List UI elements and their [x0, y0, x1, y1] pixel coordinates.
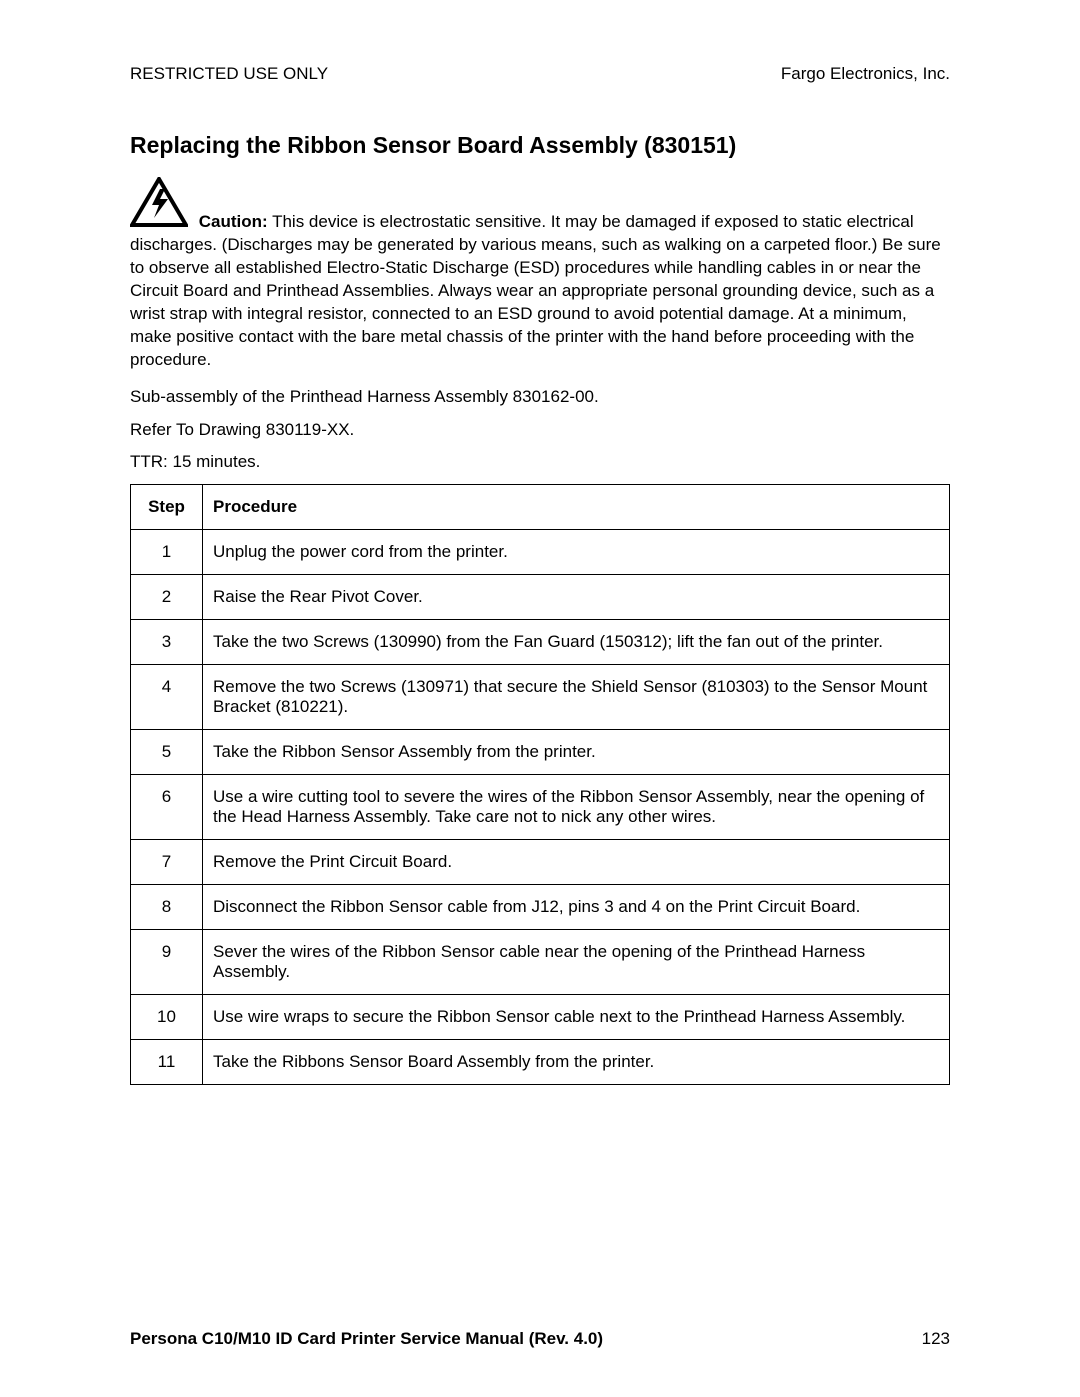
cell-procedure: Unplug the power cord from the printer. [203, 530, 950, 575]
table-row: 11 Take the Ribbons Sensor Board Assembl… [131, 1040, 950, 1085]
cell-step: 5 [131, 730, 203, 775]
refer-paragraph: Refer To Drawing 830119-XX. [130, 419, 950, 442]
header-right: Fargo Electronics, Inc. [781, 64, 950, 84]
cell-procedure: Raise the Rear Pivot Cover. [203, 575, 950, 620]
table-row: 10 Use wire wraps to secure the Ribbon S… [131, 995, 950, 1040]
caution-label: Caution: [199, 212, 268, 231]
cell-step: 8 [131, 885, 203, 930]
procedure-table: Step Procedure 1 Unplug the power cord f… [130, 484, 950, 1085]
cell-step: 6 [131, 775, 203, 840]
table-row: 8 Disconnect the Ribbon Sensor cable fro… [131, 885, 950, 930]
cell-procedure: Take the Ribbons Sensor Board Assembly f… [203, 1040, 950, 1085]
table-row: 9 Sever the wires of the Ribbon Sensor c… [131, 930, 950, 995]
col-header-procedure: Procedure [203, 485, 950, 530]
ttr-paragraph: TTR: 15 minutes. [130, 451, 950, 474]
table-row: 2 Raise the Rear Pivot Cover. [131, 575, 950, 620]
caution-text: This device is electrostatic sensitive. … [130, 212, 941, 369]
cell-procedure: Use wire wraps to secure the Ribbon Sens… [203, 995, 950, 1040]
esd-warning-icon [130, 177, 188, 234]
cell-procedure: Use a wire cutting tool to severe the wi… [203, 775, 950, 840]
cell-step: 1 [131, 530, 203, 575]
document-page: RESTRICTED USE ONLY Fargo Electronics, I… [0, 0, 1080, 1397]
cell-step: 7 [131, 840, 203, 885]
table-row: 7 Remove the Print Circuit Board. [131, 840, 950, 885]
table-row: 4 Remove the two Screws (130971) that se… [131, 665, 950, 730]
cell-step: 11 [131, 1040, 203, 1085]
cell-procedure: Disconnect the Ribbon Sensor cable from … [203, 885, 950, 930]
table-header-row: Step Procedure [131, 485, 950, 530]
cell-step: 4 [131, 665, 203, 730]
col-header-step: Step [131, 485, 203, 530]
page-number: 123 [922, 1329, 950, 1349]
cell-procedure: Sever the wires of the Ribbon Sensor cab… [203, 930, 950, 995]
cell-step: 9 [131, 930, 203, 995]
cell-procedure: Take the two Screws (130990) from the Fa… [203, 620, 950, 665]
cell-step: 3 [131, 620, 203, 665]
page-title: Replacing the Ribbon Sensor Board Assemb… [130, 132, 950, 159]
footer-left: Persona C10/M10 ID Card Printer Service … [130, 1329, 603, 1349]
cell-procedure: Remove the Print Circuit Board. [203, 840, 950, 885]
header-left: RESTRICTED USE ONLY [130, 64, 328, 84]
table-row: 5 Take the Ribbon Sensor Assembly from t… [131, 730, 950, 775]
page-footer: Persona C10/M10 ID Card Printer Service … [130, 1329, 950, 1349]
table-row: 3 Take the two Screws (130990) from the … [131, 620, 950, 665]
cell-procedure: Take the Ribbon Sensor Assembly from the… [203, 730, 950, 775]
caution-paragraph: Caution: This device is electrostatic se… [130, 177, 950, 372]
cell-step: 2 [131, 575, 203, 620]
table-row: 6 Use a wire cutting tool to severe the … [131, 775, 950, 840]
cell-step: 10 [131, 995, 203, 1040]
page-header: RESTRICTED USE ONLY Fargo Electronics, I… [130, 64, 950, 84]
subassembly-paragraph: Sub-assembly of the Printhead Harness As… [130, 386, 950, 409]
table-row: 1 Unplug the power cord from the printer… [131, 530, 950, 575]
cell-procedure: Remove the two Screws (130971) that secu… [203, 665, 950, 730]
